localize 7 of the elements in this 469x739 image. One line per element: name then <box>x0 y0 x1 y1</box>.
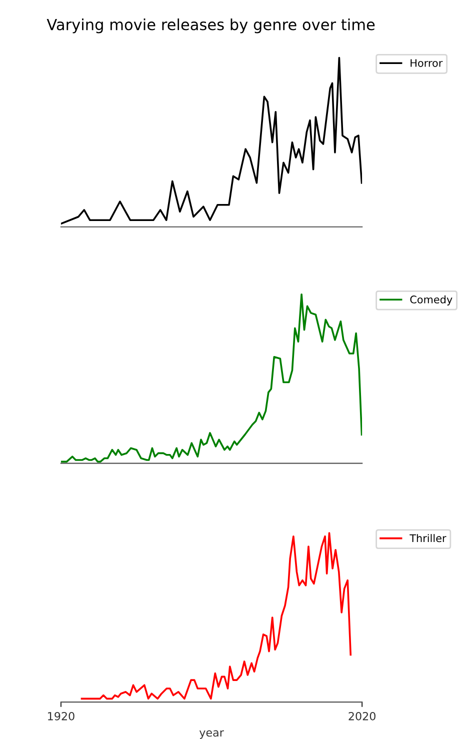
legend-label: Thriller <box>410 534 446 542</box>
x-axis-title: year <box>199 730 224 739</box>
legend-label: Horror <box>410 59 443 67</box>
legend-label: Comedy <box>410 295 452 306</box>
x-tick-label: 1920 <box>48 712 74 720</box>
x-tick-label: 2020 <box>348 712 376 720</box>
chart-title: Varying movie releases by genre over time <box>46 18 375 34</box>
